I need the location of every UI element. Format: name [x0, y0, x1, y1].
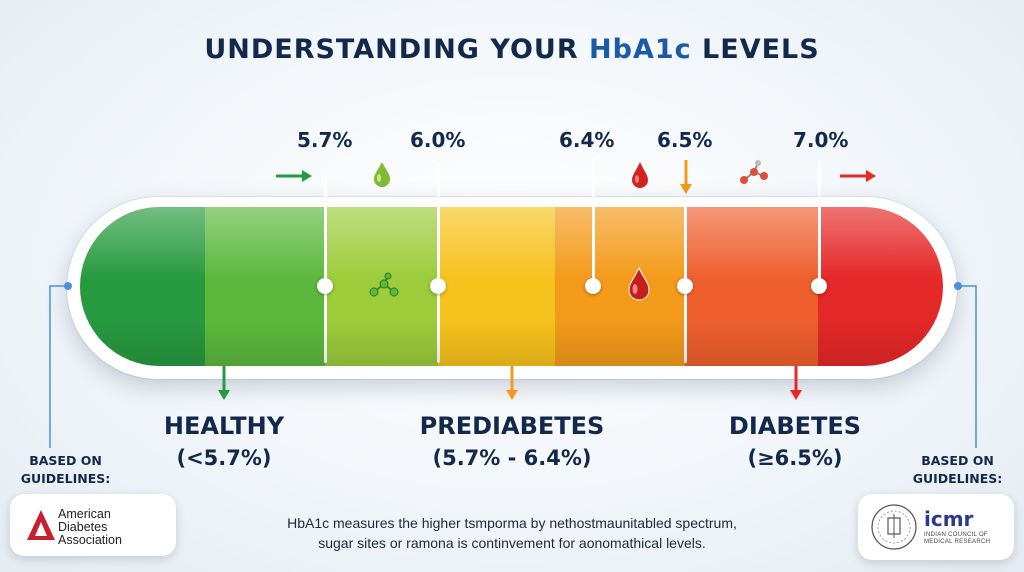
threshold-label-6-5: 6.5%	[657, 128, 713, 152]
left-source-label: BASED ON GUIDELINES:	[18, 452, 113, 488]
category-range: (<5.7%)	[176, 446, 272, 470]
threshold-marker-7-0	[811, 278, 827, 294]
source-label-line: GUIDELINES:	[20, 471, 111, 486]
segment-orange	[555, 207, 685, 366]
ada-logo-text: American Diabetes Association	[58, 508, 122, 547]
left-connector-line	[49, 282, 72, 448]
category-name: HEALTHY	[163, 412, 285, 440]
ada-logo-line: Diabetes	[58, 520, 108, 534]
category-range: (5.7% - 6.4%)	[432, 446, 592, 470]
segment-orange-red	[685, 207, 818, 366]
icmr-logo-word: icmr	[924, 507, 974, 531]
right-source-label: BASED ON GUIDELINES:	[910, 452, 1005, 488]
molecule-icon	[740, 160, 768, 184]
arrow-down-icon	[218, 366, 230, 400]
threshold-line-5-7	[324, 172, 327, 363]
icmr-logo-subtitle: INDIAN COUNCIL OF MEDICAL RESEARCH	[924, 532, 990, 546]
icmr-logo-card: icmr INDIAN COUNCIL OF MEDICAL RESEARCH	[858, 494, 1014, 560]
arrow-down-icon	[790, 366, 802, 400]
ada-triangle-icon	[27, 510, 55, 540]
threshold-line-6-0	[437, 162, 440, 363]
arrow-down-icon	[680, 160, 692, 194]
arrow-down-icon	[506, 366, 518, 400]
arrow-right-icon	[276, 170, 312, 182]
threshold-label-6-0: 6.0%	[410, 128, 466, 152]
category-prediabetes: PREDIABETES (5.7% - 6.4%)	[402, 412, 622, 470]
page-title: UNDERSTANDING YOUR HbA1c LEVELS	[0, 34, 1024, 65]
category-range: (≥6.5%)	[747, 446, 843, 470]
threshold-label-5-7: 5.7%	[297, 128, 353, 152]
threshold-label-7-0: 7.0%	[793, 128, 849, 152]
category-healthy: HEALTHY (<5.7%)	[134, 412, 314, 470]
icmr-sub-line: INDIAN COUNCIL OF	[924, 532, 988, 538]
footer-description: HbA1c measures the higher tsmporma by ne…	[250, 513, 774, 553]
title-suffix: LEVELS	[691, 34, 820, 65]
threshold-line-6-4	[592, 158, 595, 286]
source-label-line: BASED ON	[29, 453, 102, 468]
arrow-right-icon	[840, 170, 876, 182]
hba1c-scale-bar	[80, 207, 943, 366]
blood-drop-icon	[628, 266, 650, 301]
source-label-line: BASED ON	[921, 453, 994, 468]
title-highlight: HbA1c	[589, 34, 692, 65]
segment-green	[205, 207, 325, 366]
category-name: DIABETES	[728, 412, 862, 440]
icmr-sub-line: MEDICAL RESEARCH	[924, 539, 991, 545]
threshold-marker-6-4	[585, 278, 601, 294]
threshold-line-7-0	[818, 160, 821, 286]
blood-drop-icon	[632, 162, 648, 188]
ada-logo-line: Association	[58, 533, 122, 547]
footer-line: HbA1c measures the higher tsmporma by ne…	[287, 515, 737, 531]
ada-logo-card: American Diabetes Association	[10, 494, 176, 556]
threshold-marker-6-0	[430, 278, 446, 294]
ada-logo-line: American	[58, 507, 111, 521]
segment-dark-green	[80, 207, 205, 366]
right-connector-line	[954, 282, 977, 448]
category-diabetes: DIABETES (≥6.5%)	[705, 412, 885, 470]
source-label-line: GUIDELINES:	[912, 471, 1003, 486]
segment-yellow	[438, 207, 555, 366]
threshold-marker-5-7	[317, 278, 333, 294]
threshold-marker-6-5	[677, 278, 693, 294]
threshold-label-6-4: 6.4%	[559, 128, 615, 152]
footer-line: sugar sites or ramona is continvement fo…	[318, 535, 706, 551]
title-prefix: UNDERSTANDING YOUR	[204, 34, 590, 65]
category-name: PREDIABETES	[419, 412, 605, 440]
molecule-icon	[369, 272, 399, 297]
drop-icon	[374, 162, 390, 187]
icmr-emblem-icon	[871, 504, 917, 550]
segment-red	[818, 207, 943, 366]
